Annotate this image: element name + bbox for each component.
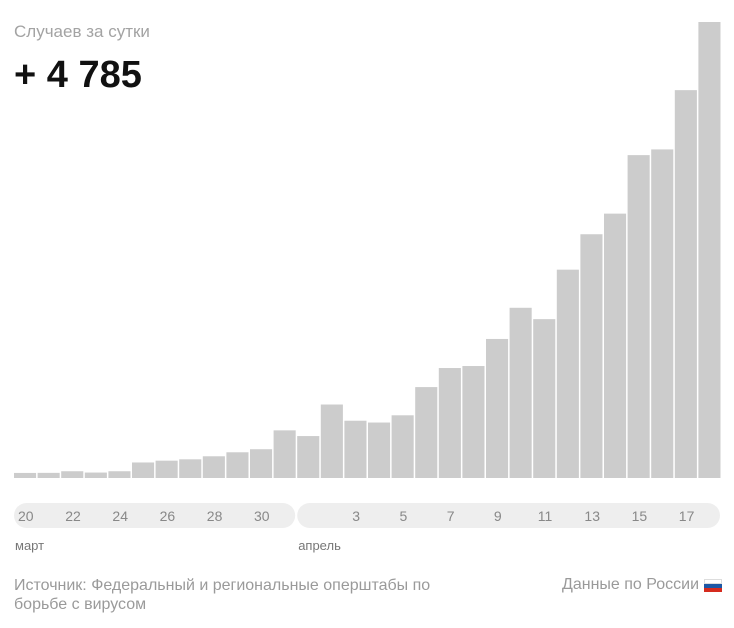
bar-2020-03-21[interactable] [37, 472, 60, 478]
bar-2020-03-30[interactable] [250, 449, 273, 478]
month-band-1 [297, 503, 720, 528]
russia-flag-icon [704, 579, 722, 592]
x-tick-label: 7 [447, 508, 455, 524]
x-tick-label: 22 [65, 508, 81, 524]
bar-2020-04-12[interactable] [556, 269, 579, 478]
month-label-0: март [15, 538, 44, 553]
region-note: Данные по России [562, 576, 722, 594]
bar-2020-04-10[interactable] [509, 307, 532, 478]
x-tick-label: 17 [679, 508, 695, 524]
bar-2020-03-27[interactable] [179, 459, 202, 478]
daily-cases-number: + 4 785 [14, 54, 142, 96]
bar-2020-04-17[interactable] [674, 90, 697, 478]
bar-2020-04-05[interactable] [391, 415, 414, 478]
bar-2020-03-22[interactable] [61, 471, 84, 478]
bar-2020-03-28[interactable] [202, 456, 225, 478]
bar-2020-04-02[interactable] [320, 404, 343, 478]
bar-2020-04-09[interactable] [486, 338, 509, 478]
month-label-1: апрель [298, 538, 341, 553]
x-tick-label: 15 [632, 508, 648, 524]
bar-2020-04-13[interactable] [580, 234, 603, 478]
x-tick-label: 11 [538, 508, 553, 524]
bar-2020-03-25[interactable] [132, 462, 155, 478]
bar-2020-03-23[interactable] [84, 472, 107, 478]
bar-2020-04-11[interactable] [533, 319, 556, 478]
bar-2020-03-31[interactable] [273, 430, 296, 478]
x-tick-label: 30 [254, 508, 270, 524]
bar-2020-04-14[interactable] [604, 213, 627, 478]
bar-2020-04-03[interactable] [344, 420, 367, 478]
x-tick-label: 9 [494, 508, 502, 524]
x-tick-label: 24 [112, 508, 128, 524]
bar-2020-03-24[interactable] [108, 471, 131, 478]
source-note: Источник: Федеральный и региональные опе… [14, 577, 431, 613]
region-label: Данные по России [562, 576, 699, 593]
bar-2020-04-01[interactable] [297, 436, 320, 478]
x-tick-label: 3 [352, 508, 360, 524]
bar-2020-04-15[interactable] [627, 155, 650, 478]
x-tick-label: 28 [207, 508, 223, 524]
bar-2020-04-04[interactable] [368, 422, 391, 478]
bar-2020-04-18[interactable] [698, 22, 721, 478]
month-band-0 [14, 503, 296, 528]
x-tick-label: 20 [18, 508, 34, 524]
x-tick-label: 5 [400, 508, 408, 524]
bar-2020-03-29[interactable] [226, 452, 249, 478]
bar-2020-03-26[interactable] [155, 460, 178, 478]
bar-2020-04-06[interactable] [415, 387, 438, 478]
x-tick-label: 26 [160, 508, 176, 524]
chart-subtitle: Случаев за сутки [14, 22, 150, 41]
bar-2020-03-20[interactable] [14, 472, 37, 478]
bar-2020-04-07[interactable] [438, 368, 461, 478]
bar-2020-04-16[interactable] [651, 149, 674, 479]
x-tick-label: 13 [584, 508, 600, 524]
bar-2020-04-08[interactable] [462, 366, 485, 478]
